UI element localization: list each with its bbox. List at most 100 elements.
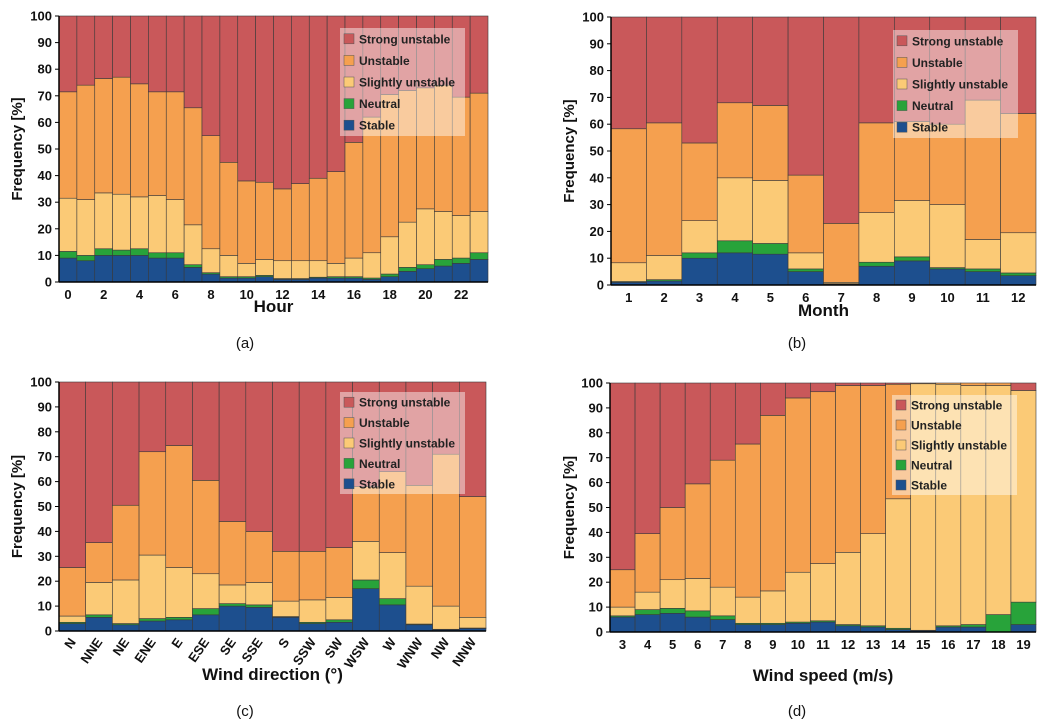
legend-swatch-unstable — [895, 419, 907, 431]
x-tick-label: 14 — [891, 637, 906, 652]
y-tick-label: 60 — [38, 474, 52, 489]
bar-segment-unstable-e — [165, 445, 193, 568]
bar-segment-unstable-3 — [112, 76, 131, 195]
bar-segment-neutral-11 — [964, 268, 1001, 272]
legend-swatch-neutral — [343, 98, 355, 109]
bar-segment-slightly-unstable-nne — [85, 582, 113, 616]
bar-segment-stable-2 — [94, 255, 113, 283]
bar-segment-unstable-12 — [1000, 113, 1037, 234]
x-tick-label: NNE — [77, 635, 105, 666]
x-axis-title: Month — [798, 301, 849, 320]
bar-segment-neutral-nne — [85, 614, 113, 618]
legend-swatch-stable — [343, 119, 355, 131]
x-tick-label: 1 — [625, 290, 632, 305]
bar-segment-strong-unstable-3 — [609, 382, 636, 571]
bar-segment-stable-se — [218, 605, 247, 632]
x-tick-label: 2 — [661, 290, 668, 305]
bar-segment-slightly-unstable-4 — [130, 196, 149, 250]
bar-segment-slightly-unstable-sw — [325, 597, 353, 621]
bar-segment-stable-10 — [929, 268, 966, 286]
bar-segment-stable-1 — [76, 260, 96, 283]
legend-background — [340, 28, 465, 136]
bar-segment-strong-unstable-3 — [112, 15, 131, 78]
bar-segment-neutral-ene — [138, 618, 167, 622]
bar-segment-neutral-23 — [469, 252, 489, 260]
bar-segment-unstable-15 — [910, 382, 937, 385]
bar-segment-slightly-unstable-6 — [165, 199, 185, 254]
y-tick-label: 70 — [38, 449, 52, 464]
bar-segment-strong-unstable-wsw — [352, 381, 380, 487]
bar-segment-strong-unstable-1 — [76, 15, 96, 86]
bar-segment-stable-12 — [835, 625, 861, 633]
bar-segment-slightly-unstable-10 — [929, 204, 966, 268]
bar-segment-slightly-unstable-ese — [192, 573, 220, 609]
y-tick-label: 20 — [38, 221, 52, 236]
y-tick-label: 40 — [589, 525, 603, 540]
bar-segment-slightly-unstable-12 — [835, 552, 861, 625]
bar-segment-slightly-unstable-nw — [432, 605, 460, 630]
bar-segment-unstable-6 — [165, 91, 185, 200]
x-tick-label: 7 — [838, 290, 845, 305]
bar-segment-strong-unstable-0 — [58, 15, 78, 93]
bar-segment-unstable-5 — [659, 507, 686, 581]
bar-segment-unstable-5 — [752, 105, 789, 181]
bar-segment-strong-unstable-4 — [634, 382, 661, 534]
bar-segment-slightly-unstable-5 — [148, 195, 167, 254]
bar-segment-slightly-unstable-10 — [785, 571, 811, 623]
bar-segment-unstable-10 — [237, 180, 256, 264]
bar-segment-stable-0 — [58, 257, 78, 283]
bar-segment-unstable-3 — [681, 142, 718, 221]
bar-segment-neutral-6 — [684, 610, 711, 618]
y-tick-label: 60 — [589, 475, 603, 490]
bar-segment-neutral-4 — [716, 240, 753, 254]
bar-segment-stable-nne — [85, 616, 113, 632]
x-tick-label: NW — [428, 635, 453, 662]
x-tick-label: 10 — [239, 287, 253, 302]
bar-segment-neutral-sw — [325, 619, 353, 623]
legend-label: Slightly unstable — [359, 76, 455, 90]
x-tick-label: ESE — [185, 635, 212, 665]
bar-segment-strong-unstable-8 — [201, 15, 221, 136]
x-tick-label: 15 — [916, 637, 930, 652]
x-tick-label: 16 — [941, 637, 955, 652]
y-axis-title: Frequency [%] — [9, 97, 26, 200]
bar-segment-stable-6 — [165, 257, 185, 283]
x-tick-label: 12 — [275, 287, 289, 302]
legend-swatch-unstable — [896, 57, 908, 68]
bar-segment-neutral-5 — [659, 608, 686, 614]
bar-segment-strong-unstable-2 — [94, 15, 113, 79]
bar-segment-strong-unstable-7 — [823, 16, 860, 224]
bar-segment-slightly-unstable-1 — [76, 199, 96, 256]
x-tick-label: 14 — [311, 287, 326, 302]
y-tick-label: 70 — [589, 450, 603, 465]
bar-segment-neutral-7 — [183, 264, 203, 268]
y-tick-label: 90 — [38, 35, 52, 50]
legend-label: Slightly unstable — [359, 437, 455, 451]
bar-segment-unstable-nne — [85, 542, 113, 583]
bar-segment-stable-21 — [434, 265, 453, 283]
legend-label: Strong unstable — [359, 396, 451, 410]
bar-segment-unstable-11 — [810, 391, 836, 564]
bar-segment-slightly-unstable-14 — [885, 498, 912, 629]
bar-segment-unstable-s — [272, 551, 300, 602]
bar-segment-unstable-9 — [219, 162, 239, 256]
bar-segment-strong-unstable-13 — [860, 382, 886, 386]
x-tick-label: 4 — [644, 637, 652, 652]
bar-segment-stable-ssw — [298, 623, 327, 632]
bar-segment-slightly-unstable-17 — [960, 385, 987, 625]
bar-segment-stable-18 — [380, 276, 399, 283]
bar-segment-strong-unstable-3 — [681, 16, 718, 144]
legend-label: Slightly unstable — [911, 439, 1007, 453]
x-tick-label: 12 — [841, 637, 855, 652]
legend: Strong unstable Unstable Slightly unstable… — [340, 28, 465, 136]
bar-segment-unstable-n — [58, 567, 86, 617]
panel-caption: (a) — [236, 335, 254, 352]
bar-segment-slightly-unstable-15 — [910, 383, 937, 631]
bar-segment-slightly-unstable-ne — [112, 579, 140, 624]
legend-swatch-slightly-unstable — [343, 437, 355, 449]
y-tick-label: 40 — [38, 168, 52, 183]
bar-segment-neutral-18 — [380, 273, 399, 277]
bar-segment-stable-19 — [398, 271, 417, 283]
bar-segment-unstable-wnw — [405, 485, 433, 587]
x-tick-label: 0 — [64, 287, 71, 302]
